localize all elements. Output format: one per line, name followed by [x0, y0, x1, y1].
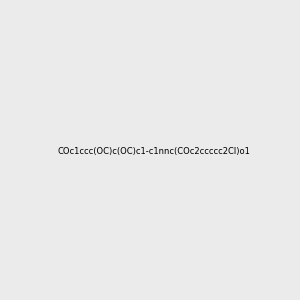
Text: COc1ccc(OC)c(OC)c1-c1nnc(COc2ccccc2Cl)o1: COc1ccc(OC)c(OC)c1-c1nnc(COc2ccccc2Cl)o1	[57, 147, 250, 156]
